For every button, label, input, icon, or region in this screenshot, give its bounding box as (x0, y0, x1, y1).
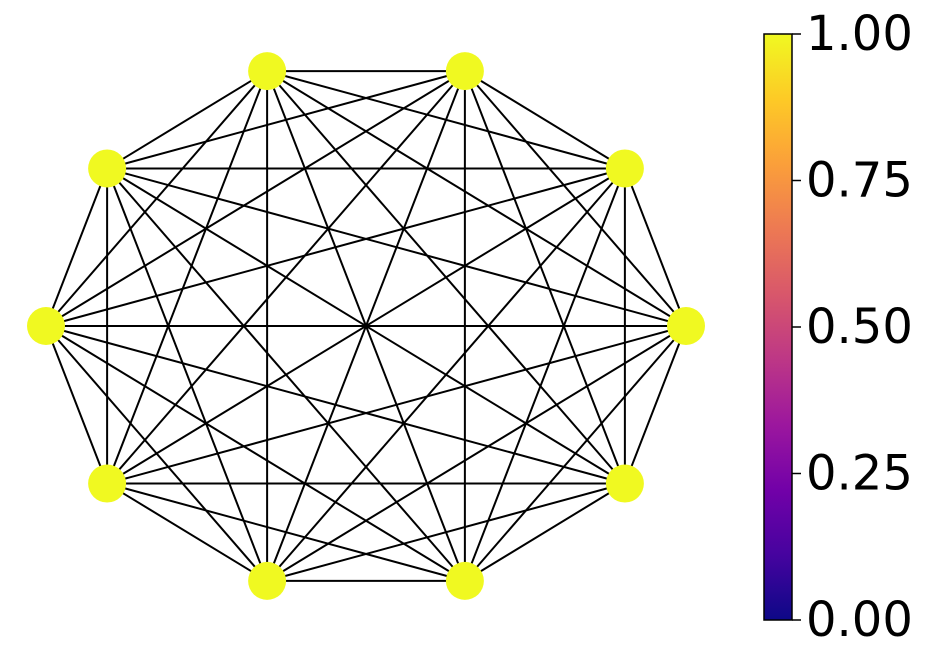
edge-1-2 (464, 70, 626, 170)
edge-3-9 (266, 70, 626, 485)
node-3 (248, 52, 287, 91)
colorbar-ticks: 0.00 0.25 0.50 0.75 1.00 (792, 6, 913, 648)
colorbar-gradient (763, 33, 793, 621)
edge-4-8 (106, 167, 466, 582)
edge-2-9 (463, 70, 626, 484)
edge-0-7 (266, 325, 687, 582)
edge-0-1 (623, 168, 687, 327)
edge-2-5 (45, 70, 466, 327)
colorbar: 0.00 0.25 0.50 0.75 1.00 (763, 6, 913, 648)
node-1 (605, 149, 644, 188)
edge-3-6 (106, 70, 269, 484)
colorbar-tick-label: 1.00 (806, 6, 913, 62)
node-5 (27, 307, 65, 345)
node-6 (88, 464, 127, 503)
edge-4-7 (106, 168, 269, 582)
edge-6-7 (106, 482, 268, 582)
graph-edges (45, 70, 687, 582)
node-7 (248, 561, 287, 600)
edge-7-9 (266, 482, 626, 582)
node-0 (667, 307, 705, 345)
edge-1-8 (463, 168, 626, 582)
edge-5-9 (45, 325, 626, 485)
colorbar-tick-label: 0.75 (806, 153, 913, 209)
edge-4-5 (45, 168, 109, 327)
colorbar-tick-label: 0.25 (806, 446, 913, 502)
node-9 (605, 464, 644, 503)
edge-5-6 (45, 325, 109, 484)
edge-8-9 (464, 482, 626, 582)
node-8 (445, 561, 484, 600)
edge-6-8 (106, 482, 466, 582)
colorbar-tick-label: 0.00 (806, 592, 913, 648)
graph-nodes (27, 52, 705, 600)
edge-0-3 (266, 70, 687, 327)
node-2 (445, 52, 484, 91)
edge-5-7 (45, 325, 268, 582)
edge-4-9 (106, 167, 626, 485)
edge-3-4 (106, 70, 268, 170)
edge-5-8 (45, 325, 466, 582)
colorbar-tick-label: 0.50 (806, 299, 913, 355)
node-4 (88, 149, 127, 188)
edge-0-9 (623, 325, 687, 484)
